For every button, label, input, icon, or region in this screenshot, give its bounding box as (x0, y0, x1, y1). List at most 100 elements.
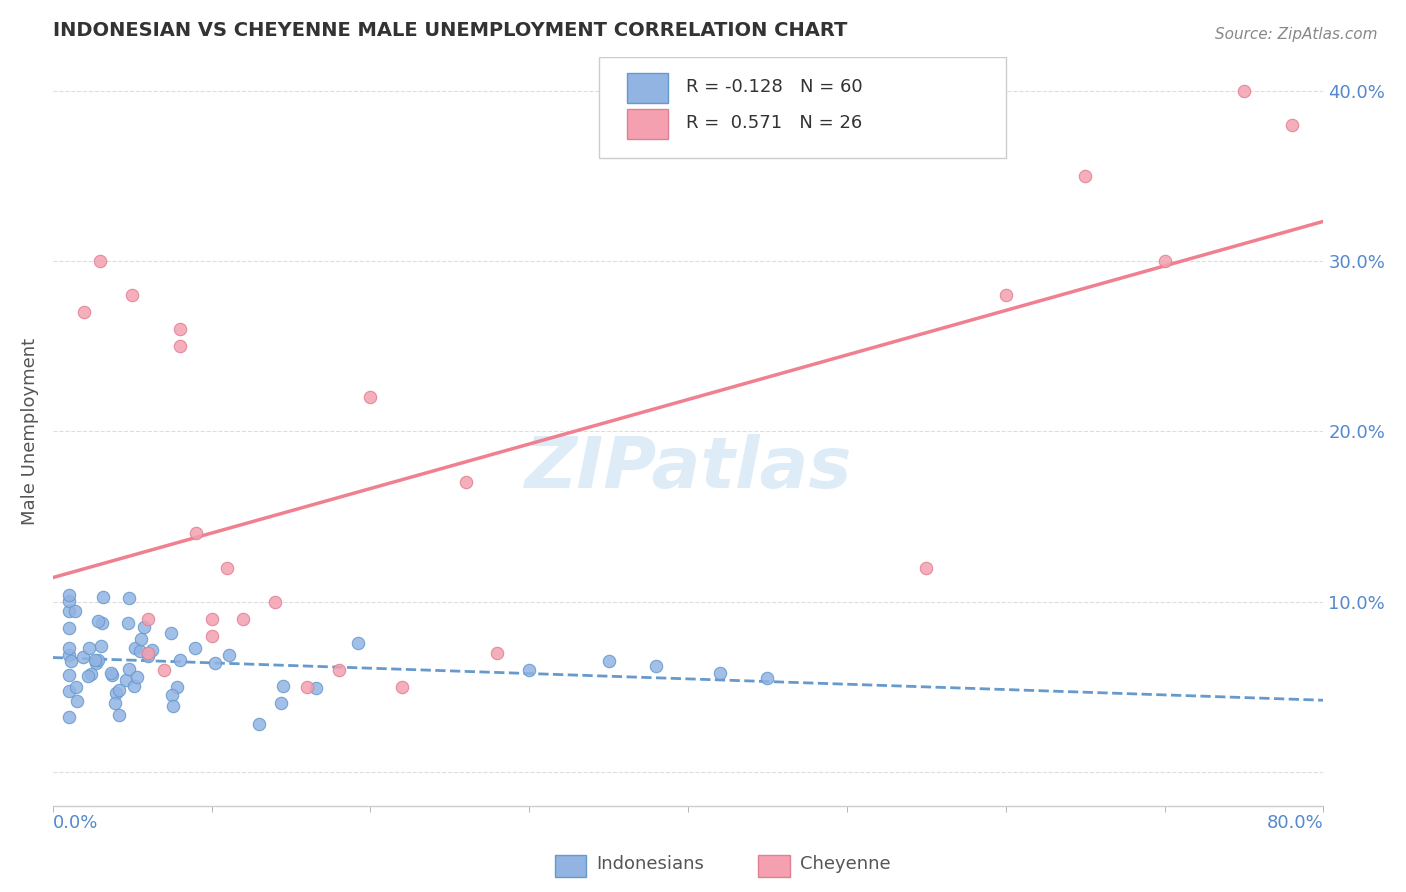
Point (136, 649, 159, 664)
Point (709, 666, 731, 681)
Point (1281, 118, 1303, 132)
Point (359, 390, 381, 404)
Point (58, 588, 80, 602)
Point (108, 683, 131, 698)
Point (124, 641, 146, 656)
Point (60, 654, 83, 668)
Point (100, 666, 122, 681)
Point (169, 652, 191, 666)
Text: 0.0%: 0.0% (52, 814, 98, 832)
Point (270, 696, 292, 710)
Bar (627, 109, 668, 139)
Point (598, 654, 620, 668)
Point (1153, 254, 1175, 268)
Text: INDONESIAN VS CHEYENNE MALE UNEMPLOYMENT CORRELATION CHART: INDONESIAN VS CHEYENNE MALE UNEMPLOYMENT… (52, 21, 846, 40)
Point (86, 656, 108, 670)
Point (141, 643, 163, 657)
Point (129, 632, 152, 646)
Point (391, 680, 413, 694)
Point (121, 288, 143, 302)
Point (90, 640, 112, 654)
Text: ZIPatlas: ZIPatlas (524, 434, 852, 503)
Point (153, 663, 176, 677)
Point (132, 620, 155, 634)
Point (645, 659, 668, 673)
Point (104, 686, 127, 700)
Point (129, 644, 152, 658)
Point (247, 717, 270, 731)
Point (271, 679, 294, 693)
Point (184, 526, 207, 541)
Point (200, 629, 222, 643)
Point (87, 614, 110, 628)
Point (305, 681, 328, 696)
Point (77, 641, 100, 656)
Point (169, 339, 191, 353)
Point (328, 663, 350, 677)
Point (58, 668, 80, 682)
Point (58, 640, 80, 655)
Point (115, 673, 138, 687)
Point (90, 616, 112, 631)
Point (58, 593, 80, 607)
Point (58, 604, 80, 618)
Point (915, 560, 938, 574)
Point (58, 648, 80, 663)
Point (136, 612, 159, 626)
Text: R = -0.128   N = 60: R = -0.128 N = 60 (686, 78, 862, 96)
Point (204, 656, 226, 670)
Point (200, 612, 222, 626)
Text: R =  0.571   N = 26: R = 0.571 N = 26 (686, 114, 862, 132)
Text: 80.0%: 80.0% (1267, 814, 1323, 832)
Point (66, 694, 89, 708)
Point (63, 604, 86, 618)
Point (217, 560, 239, 574)
Point (89, 254, 111, 268)
Point (1074, 169, 1097, 183)
Point (162, 698, 184, 713)
Point (122, 679, 145, 693)
Bar (554, 855, 586, 877)
Point (108, 707, 131, 722)
Point (169, 322, 191, 336)
Point (65, 680, 87, 694)
Y-axis label: Male Unemployment: Male Unemployment (21, 338, 39, 524)
Point (117, 615, 139, 630)
Point (101, 667, 124, 681)
Point (118, 591, 141, 606)
Point (77, 668, 100, 682)
Bar (627, 73, 668, 103)
Point (218, 648, 240, 662)
Point (91, 590, 114, 604)
FancyBboxPatch shape (599, 57, 1005, 158)
Point (58, 621, 80, 635)
Point (756, 671, 779, 685)
Point (125, 670, 148, 684)
Point (347, 636, 370, 650)
Text: Source: ZipAtlas.com: Source: ZipAtlas.com (1215, 27, 1378, 42)
Point (454, 475, 477, 490)
Text: Indonesians: Indonesians (596, 855, 704, 873)
Point (183, 641, 205, 656)
Point (136, 646, 159, 660)
Point (994, 288, 1017, 302)
Point (517, 663, 540, 677)
Point (72, 650, 94, 665)
Point (118, 662, 141, 676)
Point (295, 680, 318, 694)
Bar (758, 855, 790, 877)
Point (73, 305, 96, 319)
Point (1233, 84, 1256, 98)
Text: Cheyenne: Cheyenne (800, 855, 890, 873)
Point (232, 612, 254, 626)
Point (166, 680, 188, 694)
Point (264, 594, 287, 608)
Point (80, 667, 103, 681)
Point (84, 653, 107, 667)
Point (160, 626, 183, 640)
Point (87, 653, 110, 667)
Point (104, 696, 127, 710)
Point (58, 710, 80, 724)
Point (58, 684, 80, 698)
Point (486, 646, 509, 660)
